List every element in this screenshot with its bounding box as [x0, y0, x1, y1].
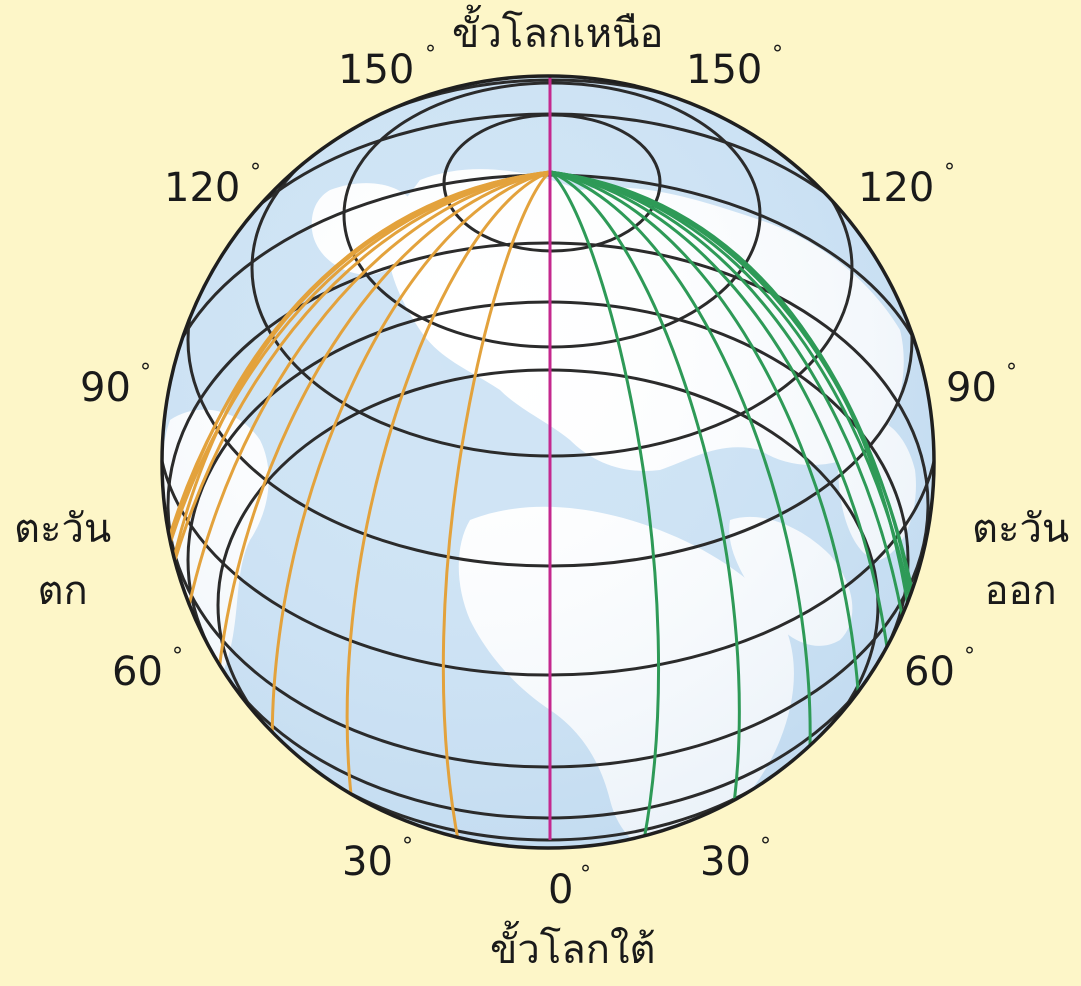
east-label: ตะวัน ออก — [972, 498, 1069, 622]
west-longitude-120-degree: ° — [250, 160, 261, 185]
east-longitude-90-degree: ° — [1006, 360, 1017, 385]
west-longitude-60-degree: ° — [172, 644, 183, 669]
west-label: ตะวัน ตก — [14, 498, 111, 622]
east-longitude-150: 150 — [686, 47, 763, 93]
west-meridian-1 — [441, 170, 551, 848]
west-longitude-60: 60 — [112, 649, 163, 695]
west-longitude-150-degree: ° — [425, 42, 436, 67]
west-meridian-6 — [162, 170, 551, 831]
west-longitude-120: 120 — [164, 165, 241, 211]
parallel-5 — [166, 241, 930, 769]
east-longitude-90: 90 — [946, 365, 997, 411]
west-meridian-2 — [345, 170, 551, 848]
north-pole-label: ขั้วโลกเหนือ — [452, 11, 664, 57]
east-label-line2: ออก — [984, 568, 1057, 614]
east-longitude-60-degree: ° — [964, 644, 975, 669]
east-meridian-1 — [549, 170, 661, 848]
east-longitude-120-degree: ° — [944, 160, 955, 185]
west-label-line1: ตะวัน — [14, 506, 112, 552]
parallel-6 — [186, 300, 910, 820]
parallel-7 — [216, 368, 880, 842]
prime-meridian-degree: ° — [580, 862, 591, 887]
east-longitude-120: 120 — [858, 165, 935, 211]
west-longitude-150: 150 — [338, 47, 415, 93]
south-pole-label: ขั้วโลกใต้ — [490, 927, 656, 973]
east-meridian-2 — [549, 170, 741, 848]
west-label-line2: ตก — [37, 568, 88, 614]
globe-outline — [160, 74, 936, 850]
east-longitude-150-degree: ° — [772, 42, 783, 67]
prime-meridian-label: 0 — [548, 867, 574, 913]
west-longitude-90-degree: ° — [140, 360, 151, 385]
east-longitude-30-degree: ° — [760, 834, 771, 859]
west-longitude-30: 30 — [342, 839, 393, 885]
west-meridian-3 — [270, 170, 551, 848]
west-longitude-90: 90 — [80, 365, 131, 411]
west-meridian-10 — [162, 170, 551, 807]
east-meridian-3 — [549, 170, 812, 848]
east-longitude-30: 30 — [700, 839, 751, 885]
east-label-line1: ตะวัน — [972, 506, 1070, 552]
west-longitude-30-degree: ° — [402, 834, 413, 859]
east-longitude-60: 60 — [904, 649, 955, 695]
